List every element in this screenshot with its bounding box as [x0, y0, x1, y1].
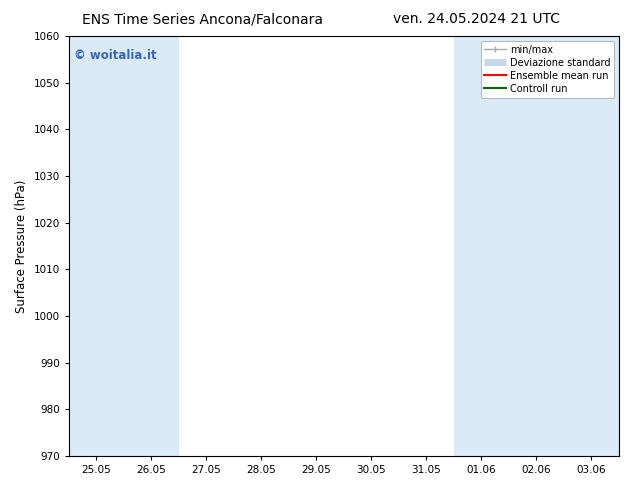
Text: ven. 24.05.2024 21 UTC: ven. 24.05.2024 21 UTC: [393, 12, 560, 26]
Y-axis label: Surface Pressure (hPa): Surface Pressure (hPa): [15, 179, 28, 313]
Bar: [124, 36, 179, 456]
Bar: [454, 36, 509, 456]
Bar: [69, 36, 124, 456]
Legend: min/max, Deviazione standard, Ensemble mean run, Controll run: min/max, Deviazione standard, Ensemble m…: [481, 41, 614, 98]
Text: © woitalia.it: © woitalia.it: [74, 49, 157, 62]
Bar: [509, 36, 564, 456]
Bar: [564, 36, 619, 456]
Text: ENS Time Series Ancona/Falconara: ENS Time Series Ancona/Falconara: [82, 12, 323, 26]
